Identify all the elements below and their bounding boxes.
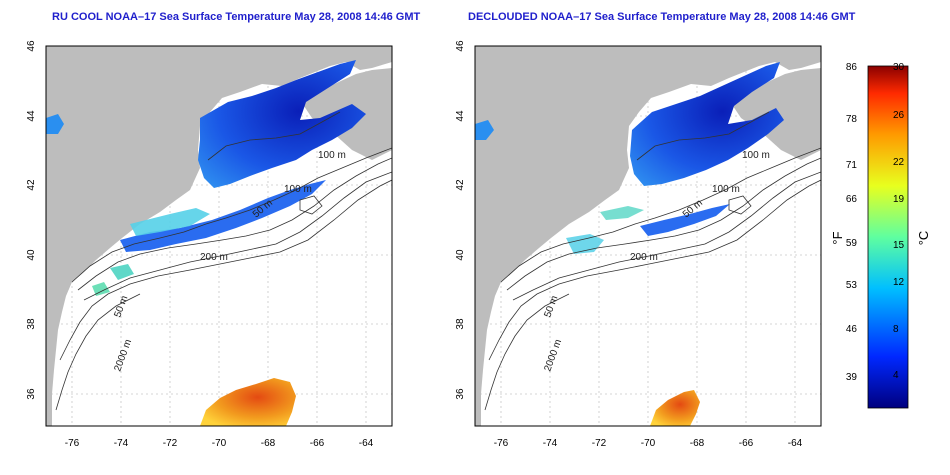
left-cyan-patch [130,208,210,236]
colorbar-c-tick: 8 [893,324,899,335]
colorbar-c-tick: 12 [893,277,905,288]
colorbar-f-ticks: 86 78 71 66 59 53 46 39 [846,62,858,383]
left-cyan-small [110,264,134,280]
right-x-tick-label: -68 [690,438,705,449]
right-contour-label-1: 100 m [742,150,770,161]
left-isobaths [55,111,392,411]
colorbar-c-tick: 15 [893,240,905,251]
right-map-title: DECLOUDED NOAA–17 Sea Surface Temperatur… [468,11,856,23]
right-land [475,46,821,426]
left-map: 100 m 100 m 50 m 200 m 50 m 2000 m -76 -… [26,40,393,449]
colorbar-f-tick: 78 [846,114,858,125]
right-y-tick-label: 42 [455,179,466,191]
left-y-axis: 46 44 42 40 38 36 [26,40,37,400]
left-y-tick-label: 42 [26,179,37,191]
right-cyan-band [600,206,644,220]
left-x-tick-label: -68 [261,438,276,449]
colorbar-c-tick: 30 [893,62,905,73]
right-x-tick-label: -66 [739,438,754,449]
colorbar-c-tick: 4 [893,370,899,381]
right-x-tick-label: -76 [494,438,509,449]
right-cold-water [630,62,784,186]
right-y-tick-label: 40 [455,249,466,261]
right-warm-water [650,390,700,426]
right-y-tick-label: 38 [455,318,466,330]
right-y-tick-label: 36 [455,388,466,400]
left-land [46,46,392,426]
right-cyan-patch [566,234,604,254]
left-y-tick-label: 36 [26,388,37,400]
left-contour-label-2: 100 m [284,184,312,195]
left-contour-label-4: 200 m [200,252,228,263]
left-x-tick-label: -72 [163,438,178,449]
right-nw-blue [475,120,494,140]
colorbar-f-tick: 71 [846,160,858,171]
left-cyan-small-2 [92,282,110,296]
left-contour-label-1: 100 m [318,150,346,161]
left-x-tick-label: -64 [359,438,374,449]
left-x-axis: -76 -74 -72 -70 -68 -66 -64 [65,438,374,449]
left-warm-water [200,378,296,426]
right-map: 100 m 100 m 50 m 200 m 50 m 2000 m -76 -… [455,40,822,449]
right-x-axis: -76 -74 -72 -70 -68 -66 -64 [494,438,803,449]
left-cold-band [120,180,326,252]
right-contour-label-4: 200 m [630,252,658,263]
left-y-tick-label: 46 [26,40,37,52]
colorbar-f-unit: °F [830,231,845,244]
colorbar-f-tick: 66 [846,194,858,205]
left-x-tick-label: -66 [310,438,325,449]
left-cold-water [198,60,366,188]
right-map-frame [474,45,822,427]
left-x-tick-label: -76 [65,438,80,449]
right-x-tick-label: -74 [543,438,558,449]
right-isobaths [484,111,821,411]
colorbar-f-tick: 39 [846,372,858,383]
colorbar-f-tick: 59 [846,238,858,249]
colorbar-c-tick: 22 [893,157,905,168]
left-nw-blue [46,114,64,134]
right-y-axis: 46 44 42 40 38 36 [455,40,466,400]
colorbar-c-ticks: 30 26 22 19 15 12 8 4 [893,62,905,381]
colorbar-c-unit: °C [916,231,931,246]
left-y-tick-label: 40 [26,249,37,261]
right-y-tick-label: 46 [455,40,466,52]
right-cold-band [640,204,730,236]
right-y-tick-label: 44 [455,110,466,122]
left-map-frame [45,45,393,427]
right-contour-label-2: 100 m [712,184,740,195]
left-x-tick-label: -74 [114,438,129,449]
colorbar-f-tick: 53 [846,280,858,291]
colorbar-c-tick: 19 [893,194,905,205]
left-y-tick-label: 38 [26,318,37,330]
colorbar-f-tick: 46 [846,324,858,335]
left-y-tick-label: 44 [26,110,37,122]
colorbar-gradient [867,65,909,409]
left-map-title: RU COOL NOAA–17 Sea Surface Temperature … [52,11,421,23]
right-x-tick-label: -72 [592,438,607,449]
right-x-tick-label: -70 [641,438,656,449]
colorbar-f-tick: 86 [846,62,858,73]
left-x-tick-label: -70 [212,438,227,449]
right-x-tick-label: -64 [788,438,803,449]
colorbar-c-tick: 26 [893,110,905,121]
colorbar: 86 78 71 66 59 53 46 39 30 26 22 19 15 1… [830,62,931,409]
